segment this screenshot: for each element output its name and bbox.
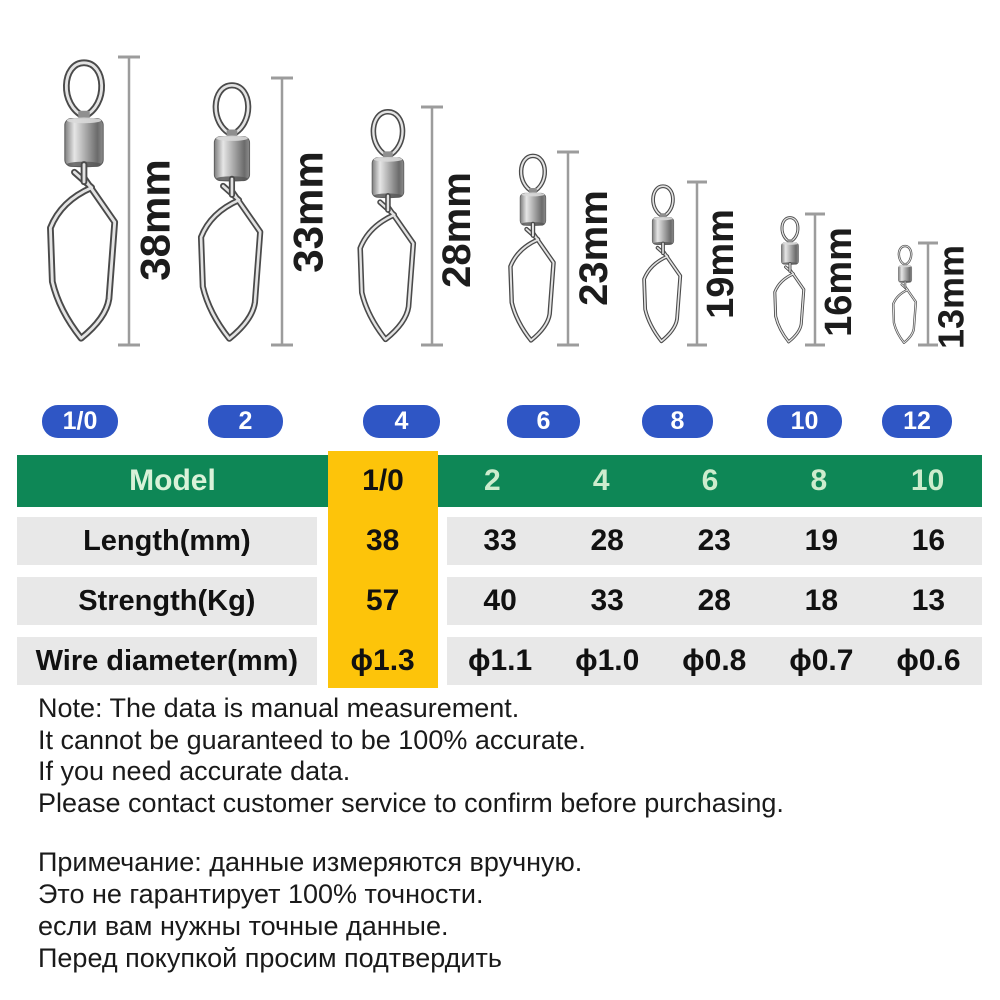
- note-english: Note: The data is manual measurement. It…: [38, 693, 784, 819]
- note-line: Примечание: данные измеряются вручную.: [38, 847, 583, 877]
- note-line: If you need accurate data.: [38, 756, 351, 786]
- cell-value: 33: [446, 517, 554, 565]
- cell-value-highlighted: ϕ1.3: [350, 644, 415, 677]
- swivel-figure-8: 19mm: [642, 180, 742, 347]
- cell-value-highlighted: 57: [365, 584, 400, 617]
- size-badge-1-0: 1/0: [42, 405, 118, 438]
- cell-value: ϕ0.7: [767, 637, 875, 685]
- cell-value: ϕ1.0: [553, 637, 661, 685]
- size-badge-2: 2: [208, 405, 283, 438]
- swivel-figure-6: 23mm: [510, 150, 616, 347]
- note-line: Это не гарантирует 100% точности.: [38, 879, 484, 909]
- cell-value: 40: [446, 577, 554, 625]
- cell-value: ϕ0.8: [660, 637, 768, 685]
- highlighted-column-strip: [328, 451, 438, 688]
- table-header-row: Model 1/0 2 4 6 8 10: [17, 455, 982, 507]
- dimension-label: 23mm: [572, 190, 616, 306]
- swivel-figure-10: 16mm: [773, 212, 860, 347]
- note-line: Please contact customer service to confi…: [38, 787, 784, 818]
- swivel-figure-12: 13mm: [892, 241, 972, 349]
- dimension-label: 28mm: [435, 172, 479, 288]
- spec-table: Model 1/0 2 4 6 8 10 Length(mm) 38 33 28…: [17, 451, 982, 688]
- column-header: 6: [655, 455, 765, 507]
- cell-value: 19: [767, 517, 875, 565]
- note-russian: Примечание: данные измеряются вручную. Э…: [38, 846, 582, 974]
- dimension-label: 33mm: [285, 151, 332, 272]
- cell-value: 28: [553, 517, 661, 565]
- note-line: It cannot be guaranteed to be 100% accur…: [38, 724, 586, 755]
- cell-value: 28: [660, 577, 768, 625]
- cell-value: 33: [553, 577, 661, 625]
- size-badge-4: 4: [363, 405, 440, 438]
- table-row-strength: Strength(Kg) 57 40 33 28 18 13: [17, 577, 982, 625]
- column-header: 2: [438, 455, 547, 507]
- swivel-figure-2: 33mm: [201, 76, 332, 347]
- dimension-label: 13mm: [931, 245, 972, 349]
- row-label: Strength(Kg): [17, 577, 317, 625]
- column-header: 8: [764, 455, 874, 507]
- cell-value: ϕ1.1: [446, 637, 554, 685]
- cell-value: 13: [874, 577, 982, 625]
- cell-value: ϕ0.6: [874, 637, 982, 685]
- dimension-label: 16mm: [818, 227, 860, 337]
- table-row-length: Length(mm) 38 33 28 23 19 16: [17, 517, 982, 565]
- column-header-highlighted: 1/0: [362, 464, 404, 497]
- column-header: 4: [546, 455, 656, 507]
- note-line: если вам нужны точные данные.: [38, 911, 449, 941]
- row-label: Wire diameter(mm): [17, 637, 317, 685]
- swivel-figure-4: 28mm: [360, 105, 479, 347]
- swivel-size-diagram: 38mm 33mm 28mm 23mm: [0, 55, 972, 349]
- size-badge-8: 8: [642, 405, 713, 438]
- row-label: Length(mm): [17, 517, 317, 565]
- cell-value: 16: [874, 517, 982, 565]
- note-line: Note: The data is manual measurement.: [38, 693, 520, 723]
- cell-value: 18: [767, 577, 875, 625]
- size-badge-10: 10: [767, 405, 842, 438]
- dimension-label: 19mm: [700, 209, 742, 319]
- cell-value-highlighted: 38: [365, 524, 400, 557]
- note-line: Перед покупкой просим подтвердить: [38, 943, 502, 973]
- swivel-figure-1-0: 38mm: [50, 55, 179, 347]
- dimension-label: 38mm: [132, 159, 179, 280]
- size-badge-6: 6: [507, 405, 580, 438]
- column-header: 10: [873, 455, 982, 507]
- size-badge-12: 12: [882, 405, 952, 438]
- table-row-wire-diameter: Wire diameter(mm) ϕ1.3 ϕ1.1 ϕ1.0 ϕ0.8 ϕ0…: [17, 637, 982, 685]
- model-row-label: Model: [17, 455, 328, 507]
- cell-value: 23: [660, 517, 768, 565]
